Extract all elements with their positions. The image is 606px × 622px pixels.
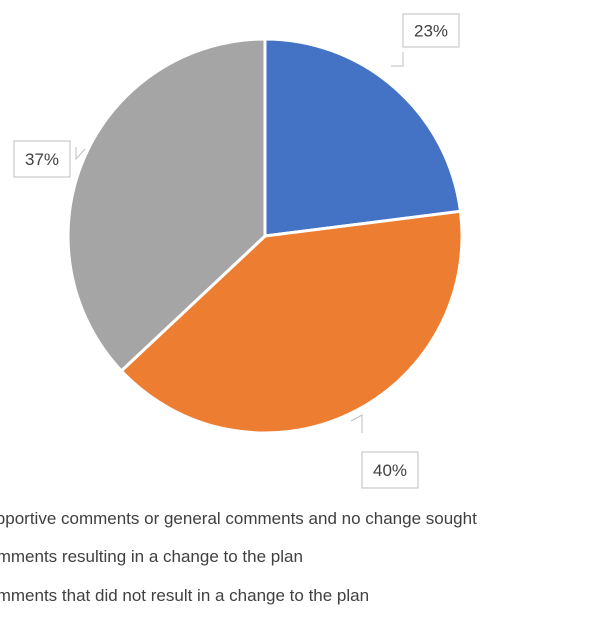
- pie-slice-2: [119, 209, 464, 435]
- legend: Supportive comments or general comments …: [0, 509, 477, 605]
- data-label-3: 37%: [13, 140, 86, 178]
- data-label-leader: [391, 52, 404, 67]
- data-label-leader: [75, 147, 86, 161]
- legend-item-2: Comments resulting in a change to the pl…: [0, 547, 303, 566]
- legend-item-1: Supportive comments or general comments …: [0, 509, 477, 528]
- data-label-text: 23%: [414, 22, 448, 41]
- pie-slice-3: [66, 37, 267, 373]
- data-label-box: [361, 451, 419, 489]
- data-label-1: 23%: [391, 13, 460, 67]
- data-label-leader: [350, 414, 363, 433]
- legend-label: Supportive comments or general comments …: [0, 509, 477, 528]
- data-label-text: 37%: [25, 150, 59, 169]
- legend-label: Comments resulting in a change to the pl…: [0, 547, 303, 566]
- pie-slice-1: [263, 37, 463, 238]
- pie-slices: [66, 37, 464, 435]
- legend-item-3: Comments that did not result in a change…: [0, 586, 369, 605]
- data-label-2: 40%: [350, 414, 419, 489]
- data-label-box: [13, 140, 71, 178]
- data-label-text: 40%: [373, 461, 407, 480]
- legend-label: Comments that did not result in a change…: [0, 586, 369, 605]
- data-label-box: [402, 13, 460, 48]
- data-label-callouts: 23% 40% 37%: [13, 13, 460, 489]
